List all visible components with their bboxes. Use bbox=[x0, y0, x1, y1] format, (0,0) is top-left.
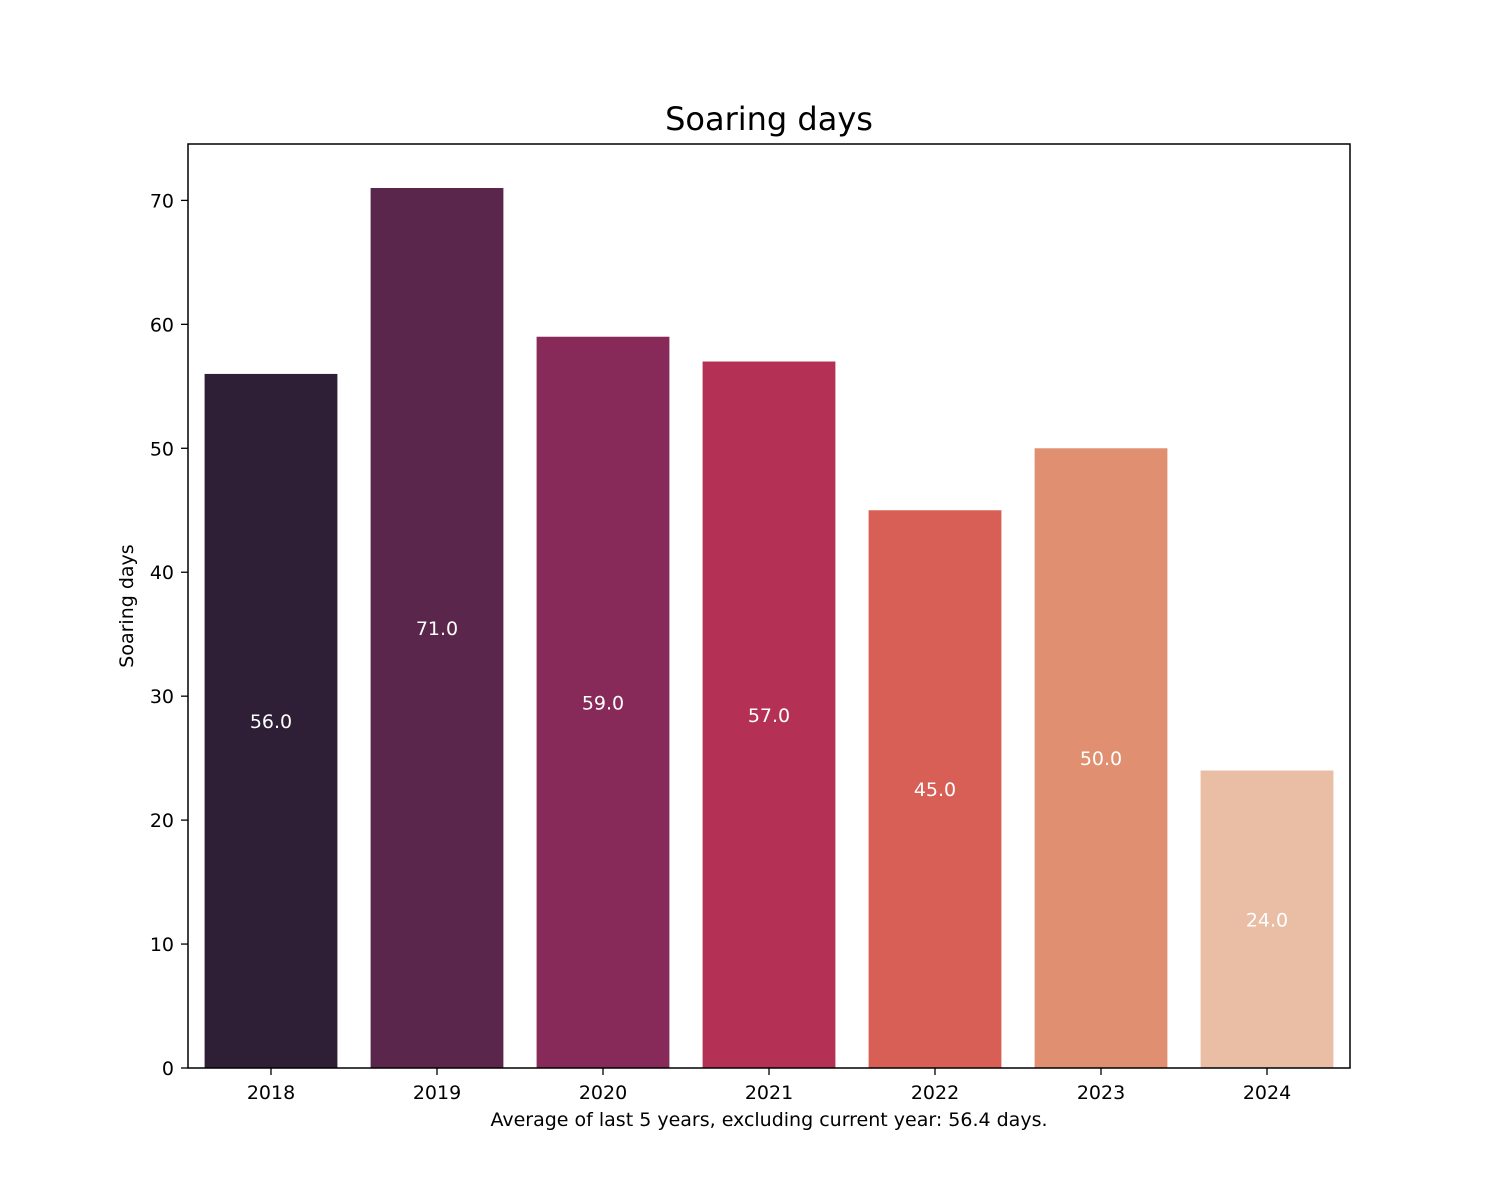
bar-2021 bbox=[702, 361, 836, 1068]
chart-title: Soaring days bbox=[665, 100, 873, 138]
y-tick-label-50: 50 bbox=[150, 438, 174, 460]
y-axis: 0 10 20 30 40 50 60 70 bbox=[150, 190, 188, 1080]
data-label-2024: 24.0 bbox=[1246, 909, 1288, 931]
x-tick-label-2023: 2023 bbox=[1077, 1082, 1125, 1104]
y-tick-label-10: 10 bbox=[150, 934, 174, 956]
x-tick-label-2019: 2019 bbox=[413, 1082, 461, 1104]
y-tick-label-30: 30 bbox=[150, 686, 174, 708]
bar-2018 bbox=[204, 373, 338, 1068]
x-tick-label-2020: 2020 bbox=[579, 1082, 627, 1104]
data-labels-layer: 56.0 71.0 59.0 57.0 45.0 50.0 24.0 bbox=[250, 618, 1288, 931]
data-label-2021: 57.0 bbox=[748, 705, 790, 727]
bar-2022 bbox=[868, 510, 1002, 1068]
data-label-2022: 45.0 bbox=[914, 779, 956, 801]
y-tick-label-40: 40 bbox=[150, 562, 174, 584]
x-tick-label-2018: 2018 bbox=[247, 1082, 295, 1104]
x-axis: 2018 2019 2020 2021 2022 2023 2024 bbox=[247, 1068, 1291, 1104]
x-axis-label: Average of last 5 years, excluding curre… bbox=[490, 1109, 1047, 1131]
y-tick-label-20: 20 bbox=[150, 810, 174, 832]
x-tick-label-2024: 2024 bbox=[1243, 1082, 1291, 1104]
bar-2019 bbox=[370, 188, 504, 1068]
y-tick-label-60: 60 bbox=[150, 314, 174, 336]
x-tick-label-2021: 2021 bbox=[745, 1082, 793, 1104]
data-label-2019: 71.0 bbox=[416, 618, 458, 640]
bar-2023 bbox=[1034, 448, 1168, 1068]
y-tick-label-0: 0 bbox=[162, 1058, 174, 1080]
y-tick-label-70: 70 bbox=[150, 190, 174, 212]
x-tick-label-2022: 2022 bbox=[911, 1082, 959, 1104]
y-axis-label: Soaring days bbox=[116, 544, 138, 667]
bar-2020 bbox=[536, 336, 670, 1068]
data-label-2018: 56.0 bbox=[250, 711, 292, 733]
data-label-2020: 59.0 bbox=[582, 692, 624, 714]
bars-layer bbox=[204, 188, 1334, 1068]
data-label-2023: 50.0 bbox=[1080, 748, 1122, 770]
bar-2024 bbox=[1200, 770, 1334, 1068]
